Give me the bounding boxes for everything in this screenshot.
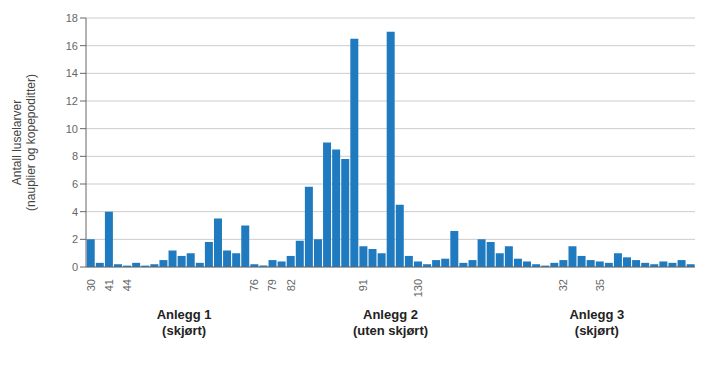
svg-text:12: 12 xyxy=(66,95,78,107)
svg-text:44: 44 xyxy=(121,279,133,291)
html-text:Anlegg 1 (skjørt): Anlegg 1 (skjørt) xyxy=(156,307,212,338)
svg-text:79: 79 xyxy=(266,279,278,291)
svg-text:2: 2 xyxy=(72,233,78,245)
svg-text:91: 91 xyxy=(357,279,369,291)
svg-text:4: 4 xyxy=(72,206,78,218)
svg-text:35: 35 xyxy=(594,279,606,291)
html-text:Anlegg 2 (uten skjørt): Anlegg 2 (uten skjørt) xyxy=(352,307,428,338)
svg-text:30: 30 xyxy=(85,279,97,291)
svg-text:130: 130 xyxy=(412,279,424,297)
svg-text:16: 16 xyxy=(66,40,78,52)
svg-text:14: 14 xyxy=(66,67,78,79)
svg-text:6: 6 xyxy=(72,178,78,190)
svg-text:18: 18 xyxy=(66,12,78,24)
svg-text:41: 41 xyxy=(103,279,115,291)
svg-text:8: 8 xyxy=(72,150,78,162)
svg-text:76: 76 xyxy=(248,279,260,291)
svg-text:82: 82 xyxy=(285,279,297,291)
svg-text:0: 0 xyxy=(72,261,78,273)
svg-text:10: 10 xyxy=(66,123,78,135)
html-text:Anlegg 3 (skjørt): Anlegg 3 (skjørt) xyxy=(569,307,625,338)
svg-text:32: 32 xyxy=(557,279,569,291)
svg-text:Antall luselarver(nauplier og: Antall luselarver(nauplier og kopepoditt… xyxy=(10,74,38,211)
